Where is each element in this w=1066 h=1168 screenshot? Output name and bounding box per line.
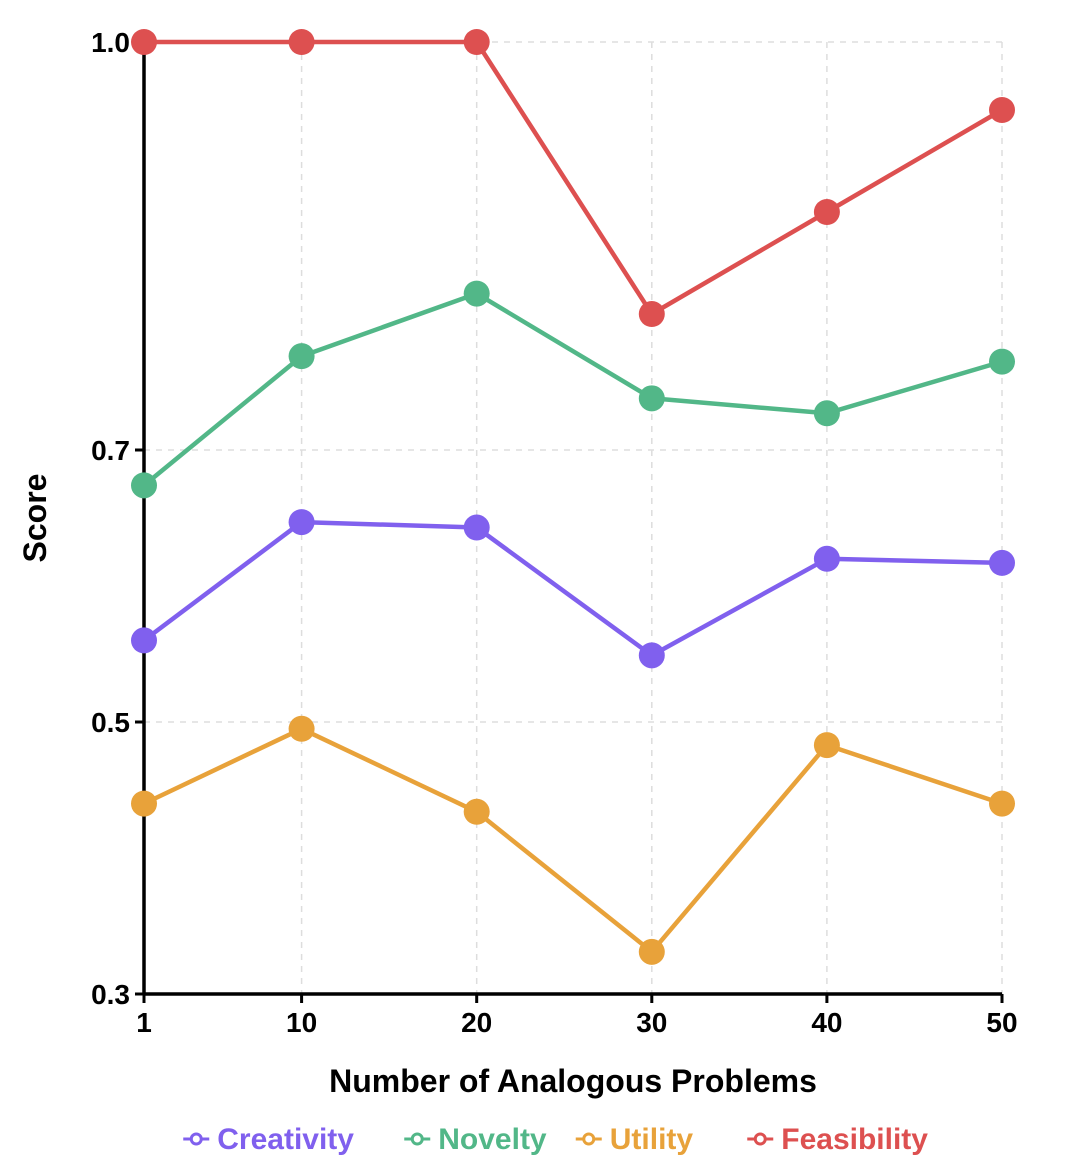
legend-marker-icon — [753, 1132, 767, 1146]
series-utility — [131, 715, 1015, 965]
creativity-point — [813, 545, 840, 572]
feasibility-point — [463, 29, 490, 55]
feasibility-line — [141, 39, 1005, 317]
y-tick-label: 0.5 — [91, 707, 130, 738]
legend-label: Novelty — [438, 1123, 547, 1156]
novelty-point — [288, 343, 315, 370]
axes: 1 10 20 30 40 50 0.3 0.5 0.7 1.0 — [91, 27, 1018, 1038]
novelty-point — [131, 472, 157, 499]
series-layer — [131, 29, 1015, 965]
utility-point — [288, 715, 315, 742]
utility-point — [638, 938, 665, 965]
creativity-point — [638, 642, 665, 669]
x-tick-label: 20 — [461, 1007, 492, 1038]
x-tick-label: 50 — [986, 1007, 1017, 1038]
creativity-point — [989, 549, 1015, 576]
series-novelty — [131, 280, 1015, 499]
x-tick-label: 40 — [811, 1007, 842, 1038]
y-tick-label: 0.3 — [91, 979, 130, 1010]
x-tick-label: 30 — [636, 1007, 667, 1038]
legend-label: Feasibility — [781, 1123, 928, 1156]
feasibility-point — [288, 29, 315, 55]
legend: Creativity Novelty Utility Feasibility — [183, 1123, 928, 1156]
x-tick-label: 10 — [286, 1007, 317, 1038]
legend-item-novelty: Novelty — [404, 1123, 547, 1156]
y-tick-label: 0.7 — [91, 435, 130, 466]
series-creativity — [131, 509, 1015, 669]
novelty-point — [989, 348, 1015, 375]
y-tick-label: 1.0 — [91, 27, 130, 58]
utility-line — [141, 726, 1005, 955]
novelty-point — [638, 385, 665, 412]
feasibility-point — [813, 199, 840, 225]
legend-marker-icon — [410, 1132, 424, 1146]
legend-marker-icon — [582, 1132, 596, 1146]
x-axis-title: Number of Analogous Problems — [329, 1063, 817, 1099]
utility-point — [813, 732, 840, 759]
legend-label: Creativity — [217, 1123, 354, 1156]
novelty-line — [141, 291, 1005, 488]
legend-item-utility: Utility — [575, 1123, 694, 1156]
legend-marker-icon — [189, 1132, 203, 1146]
creativity-point — [288, 509, 315, 536]
feasibility-point — [131, 29, 157, 55]
feasibility-point — [989, 97, 1015, 123]
feasibility-point — [638, 301, 665, 327]
novelty-point — [813, 400, 840, 427]
utility-point — [463, 798, 490, 825]
creativity-line — [141, 519, 1005, 658]
creativity-point — [131, 627, 157, 654]
creativity-point — [463, 514, 490, 541]
legend-item-feasibility: Feasibility — [747, 1123, 928, 1156]
legend-label: Utility — [610, 1123, 694, 1156]
utility-point — [131, 790, 157, 817]
x-tick-label: 1 — [136, 1007, 152, 1038]
utility-point — [989, 790, 1015, 817]
y-axis-title: Score — [17, 474, 53, 563]
legend-item-creativity: Creativity — [183, 1123, 354, 1156]
novelty-point — [463, 280, 490, 307]
series-feasibility — [131, 29, 1015, 327]
